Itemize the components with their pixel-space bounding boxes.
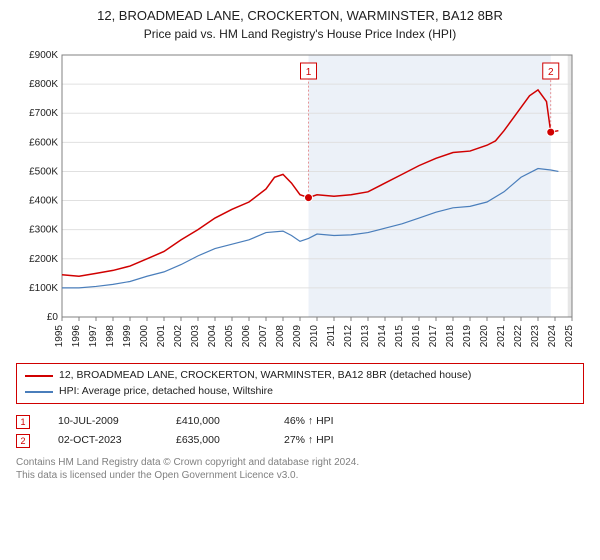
sales-table: 1 10-JUL-2009 £410,000 46% ↑ HPI 2 02-OC… — [16, 412, 584, 450]
svg-text:2025: 2025 — [564, 324, 575, 347]
legend-row-property: 12, BROADMEAD LANE, CROCKERTON, WARMINST… — [25, 368, 575, 384]
svg-text:2009: 2009 — [292, 324, 303, 347]
sale-delta-1: 46% ↑ HPI — [284, 412, 334, 431]
svg-text:2023: 2023 — [530, 324, 541, 347]
chart-legend: 12, BROADMEAD LANE, CROCKERTON, WARMINST… — [16, 363, 584, 405]
svg-text:2005: 2005 — [224, 324, 235, 347]
svg-text:1995: 1995 — [54, 324, 65, 347]
svg-text:2004: 2004 — [207, 324, 218, 347]
svg-text:2001: 2001 — [156, 324, 167, 347]
svg-text:£900K: £900K — [29, 50, 58, 61]
legend-label-property: 12, BROADMEAD LANE, CROCKERTON, WARMINST… — [59, 368, 471, 384]
legend-swatch-property — [25, 375, 53, 377]
page-title: 12, BROADMEAD LANE, CROCKERTON, WARMINST… — [16, 8, 584, 25]
sales-row-1: 1 10-JUL-2009 £410,000 46% ↑ HPI — [16, 412, 584, 431]
svg-text:2021: 2021 — [496, 324, 507, 347]
svg-text:£0: £0 — [47, 312, 59, 323]
price-chart: £0 £100K £200K £300K £400K £500K £600K £700K £80… — [16, 47, 584, 357]
svg-text:1: 1 — [306, 67, 312, 78]
svg-text:2017: 2017 — [428, 324, 439, 347]
svg-text:1996: 1996 — [71, 324, 82, 347]
svg-text:1998: 1998 — [105, 324, 116, 347]
svg-text:2006: 2006 — [241, 324, 252, 347]
legend-row-hpi: HPI: Average price, detached house, Wilt… — [25, 384, 575, 400]
sale-date-2: 02-OCT-2023 — [58, 431, 148, 450]
sale-price-2: £635,000 — [176, 431, 256, 450]
svg-text:£600K: £600K — [29, 137, 58, 148]
sale-price-1: £410,000 — [176, 412, 256, 431]
svg-text:2024: 2024 — [547, 324, 558, 347]
svg-text:2008: 2008 — [275, 324, 286, 347]
sales-row-2: 2 02-OCT-2023 £635,000 27% ↑ HPI — [16, 431, 584, 450]
svg-text:£100K: £100K — [29, 283, 58, 294]
footer-line2: This data is licensed under the Open Gov… — [16, 469, 584, 482]
svg-text:2007: 2007 — [258, 324, 269, 347]
chart-svg: £0 £100K £200K £300K £400K £500K £600K £700K £80… — [16, 47, 584, 357]
svg-text:2013: 2013 — [360, 324, 371, 347]
svg-text:2020: 2020 — [479, 324, 490, 347]
svg-text:2014: 2014 — [377, 324, 388, 347]
footer-attribution: Contains HM Land Registry data © Crown c… — [16, 456, 584, 482]
legend-swatch-hpi — [25, 391, 53, 393]
svg-text:2: 2 — [548, 67, 554, 78]
svg-text:2000: 2000 — [139, 324, 150, 347]
svg-text:2010: 2010 — [309, 324, 320, 347]
svg-text:£700K: £700K — [29, 108, 58, 119]
svg-text:£200K: £200K — [29, 254, 58, 265]
sale-badge-2: 2 — [16, 434, 30, 448]
svg-text:2019: 2019 — [462, 324, 473, 347]
svg-text:£800K: £800K — [29, 79, 58, 90]
svg-text:2003: 2003 — [190, 324, 201, 347]
svg-text:1997: 1997 — [88, 324, 99, 347]
sale-badge-1: 1 — [16, 415, 30, 429]
svg-text:2011: 2011 — [326, 324, 337, 346]
page-subtitle: Price paid vs. HM Land Registry's House … — [16, 27, 584, 41]
svg-text:2002: 2002 — [173, 324, 184, 347]
svg-text:2016: 2016 — [411, 324, 422, 347]
svg-text:£300K: £300K — [29, 225, 58, 236]
sale-date-1: 10-JUL-2009 — [58, 412, 148, 431]
svg-text:2015: 2015 — [394, 324, 405, 347]
svg-text:£400K: £400K — [29, 195, 58, 206]
legend-label-hpi: HPI: Average price, detached house, Wilt… — [59, 384, 273, 400]
sale-delta-2: 27% ↑ HPI — [284, 431, 334, 450]
footer-line1: Contains HM Land Registry data © Crown c… — [16, 456, 584, 469]
svg-text:2012: 2012 — [343, 324, 354, 347]
svg-text:2018: 2018 — [445, 324, 456, 347]
svg-text:2022: 2022 — [513, 324, 524, 347]
svg-text:£500K: £500K — [29, 166, 58, 177]
svg-text:1999: 1999 — [122, 324, 133, 347]
